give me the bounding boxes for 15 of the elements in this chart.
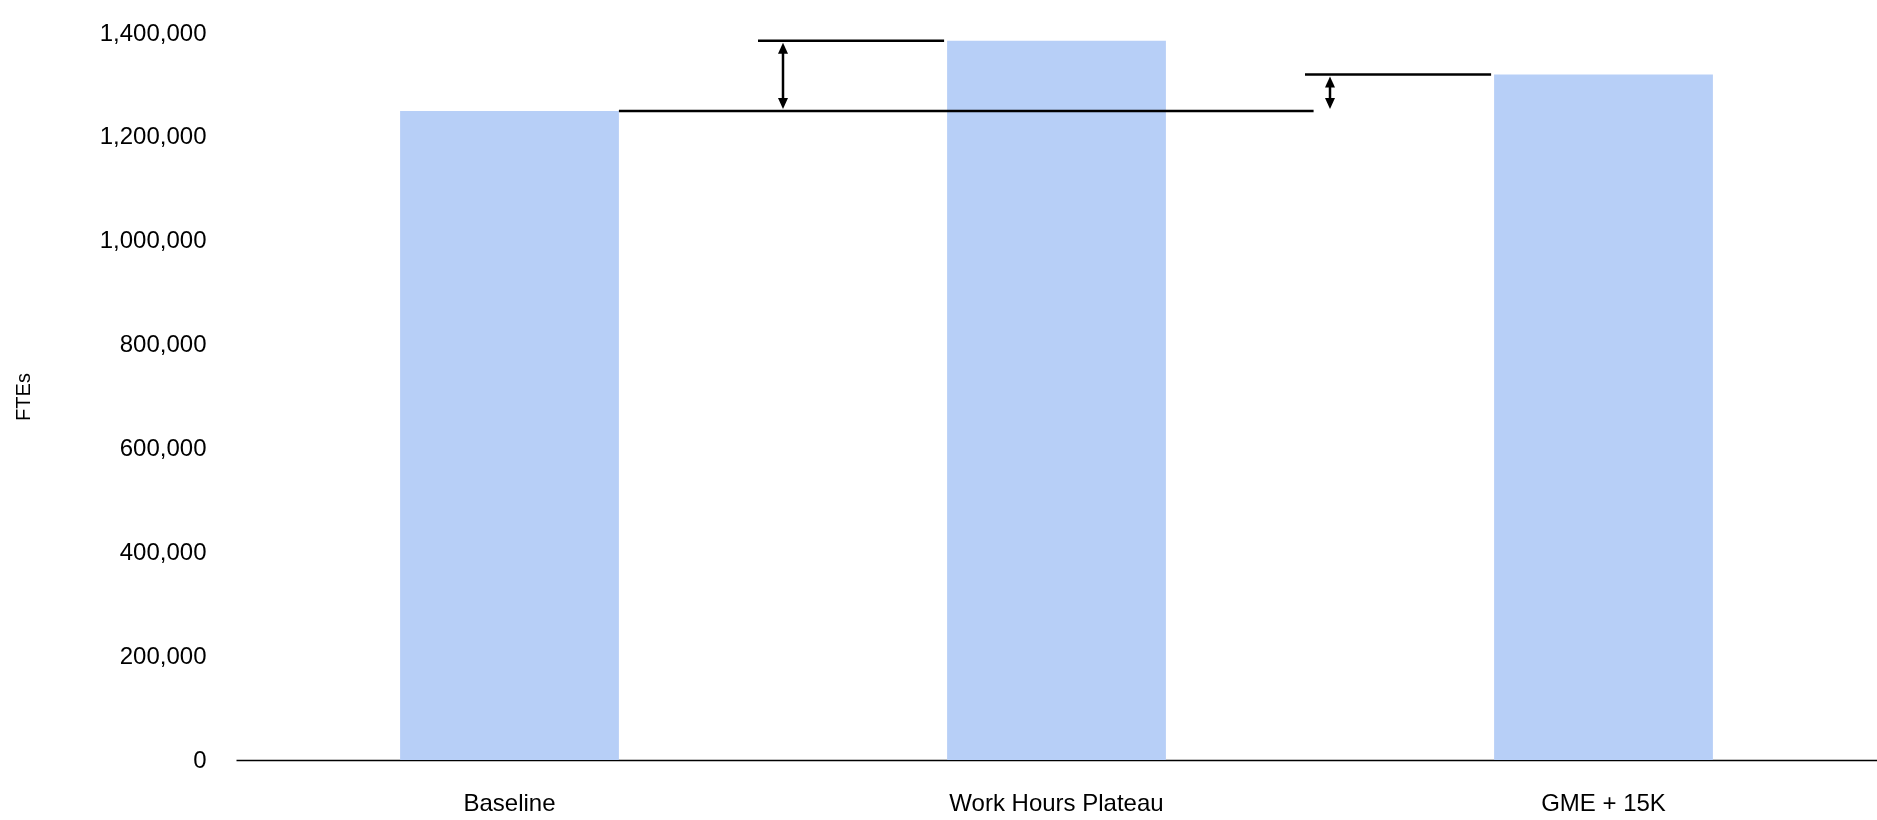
y-tick-label: 1,000,000 xyxy=(99,226,207,254)
bar xyxy=(947,40,1166,760)
y-tick-label: 0 xyxy=(193,745,207,773)
x-tick-label: Work Hours Plateau xyxy=(949,788,1164,816)
y-tick-label: 400,000 xyxy=(119,537,207,565)
x-tick-label: Baseline xyxy=(463,788,556,816)
y-tick-label: 600,000 xyxy=(119,433,207,461)
y-tick-label: 1,400,000 xyxy=(99,18,207,46)
y-tick-label: 800,000 xyxy=(119,330,207,358)
x-tick-label: GME + 15K xyxy=(1541,788,1666,816)
y-axis-title: FTEs xyxy=(11,373,34,421)
bar xyxy=(1494,74,1713,760)
bar xyxy=(400,110,619,760)
y-tick-label: 1,200,000 xyxy=(99,122,207,150)
y-tick-label: 200,000 xyxy=(119,641,207,669)
